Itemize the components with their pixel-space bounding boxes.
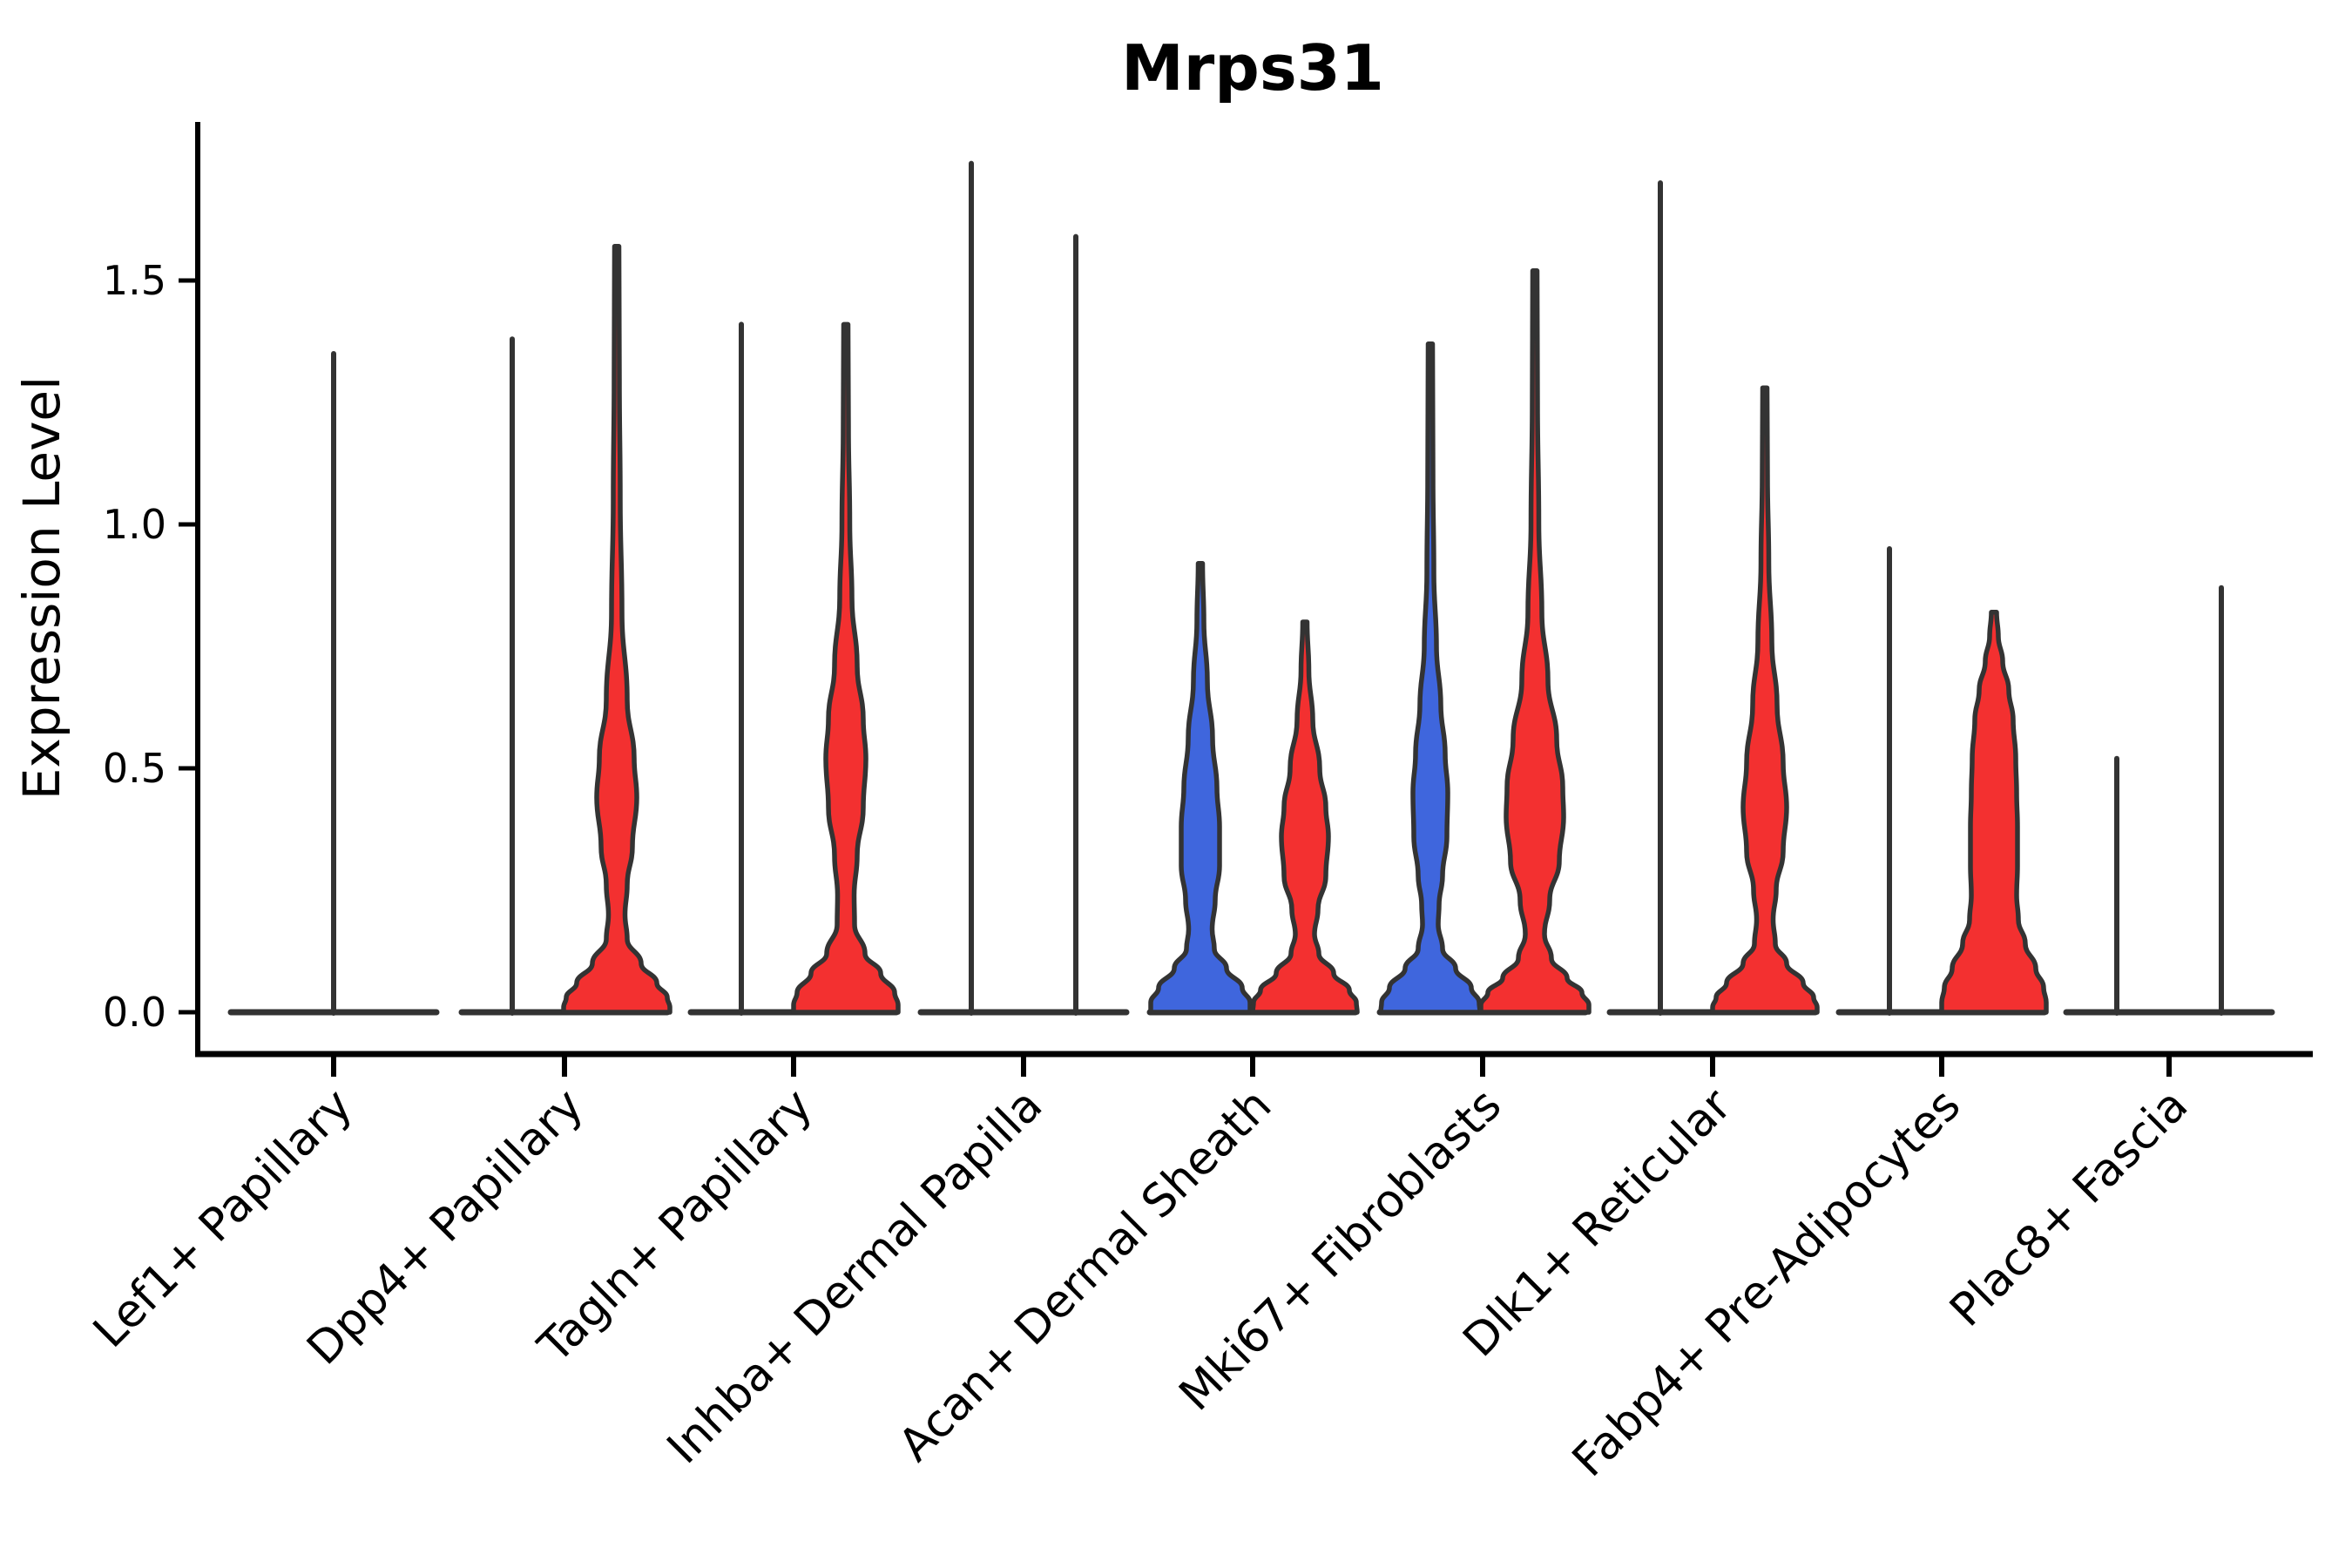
violin-blue-left: [1378, 341, 1483, 1015]
violin-red-right: [1939, 610, 2049, 1015]
x-tick-label: Plac8+ Fascia: [1940, 1079, 2198, 1337]
x-tick-label: Inhba+ Dermal Papilla: [658, 1079, 1052, 1474]
x-tick-label: Fabp4+ Pre-Adipocytes: [1563, 1079, 1970, 1487]
violin-blue-left: [1148, 561, 1253, 1015]
y-tick-label: 0.0: [103, 989, 166, 1036]
y-tick-label: 1.0: [103, 501, 166, 548]
chart-title: Mrps31: [1121, 31, 1384, 105]
y-axis-label: Expression Level: [12, 376, 71, 800]
violin-red-right: [1250, 619, 1360, 1015]
violin-red-right: [791, 321, 901, 1015]
x-tick-label: Acan+ Dermal Sheath: [889, 1079, 1282, 1472]
violin-red-right: [1710, 385, 1820, 1015]
y-tick-label: 0.5: [103, 745, 166, 792]
y-tick-label: 1.5: [103, 257, 166, 304]
violin-red-right: [1478, 268, 1592, 1015]
violin-red-right: [561, 244, 672, 1015]
